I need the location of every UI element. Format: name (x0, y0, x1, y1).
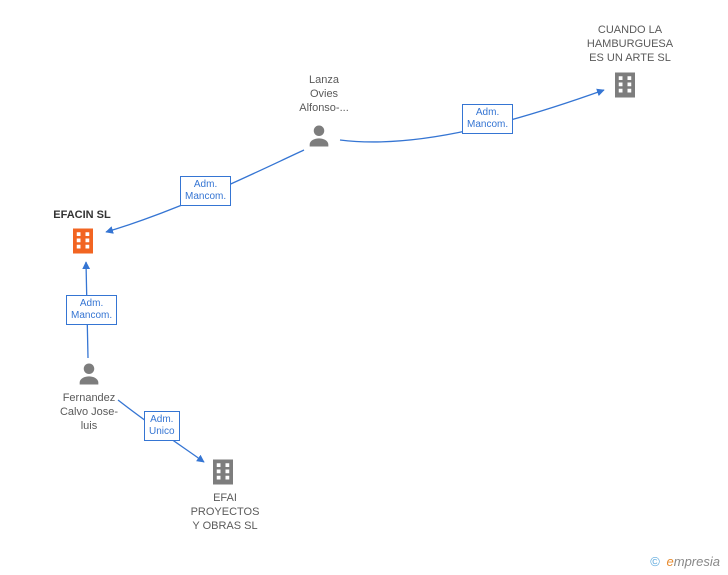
building-icon (610, 70, 640, 105)
person-icon (305, 122, 333, 155)
node-label-cuando: CUANDO LA HAMBURGUESA ES UN ARTE SL (570, 24, 690, 65)
diagram-canvas: { "diagram": { "type": "network", "backg… (0, 0, 728, 575)
edge-label-fernandez-efacin: Adm. Mancom. (66, 295, 117, 325)
node-label-efacin: EFACIN SL (42, 209, 122, 223)
node-label-efai: EFAI PROYECTOS Y OBRAS SL (180, 492, 270, 533)
brand-rest: mpresia (674, 554, 720, 569)
person-icon (75, 360, 103, 393)
brand-e: e (667, 554, 674, 569)
node-label-fernandez: Fernandez Calvo Jose- luis (49, 392, 129, 433)
copyright-symbol: © (650, 554, 660, 569)
building-icon (68, 226, 98, 261)
edge-label-fernandez-efai: Adm. Unico (144, 411, 180, 441)
edge-label-lanza-efacin: Adm. Mancom. (180, 176, 231, 206)
node-label-lanza: Lanza Ovies Alfonso-... (289, 74, 359, 115)
building-icon (208, 457, 238, 492)
edge-label-lanza-cuando: Adm. Mancom. (462, 104, 513, 134)
footer-branding: © empresia (650, 554, 720, 569)
